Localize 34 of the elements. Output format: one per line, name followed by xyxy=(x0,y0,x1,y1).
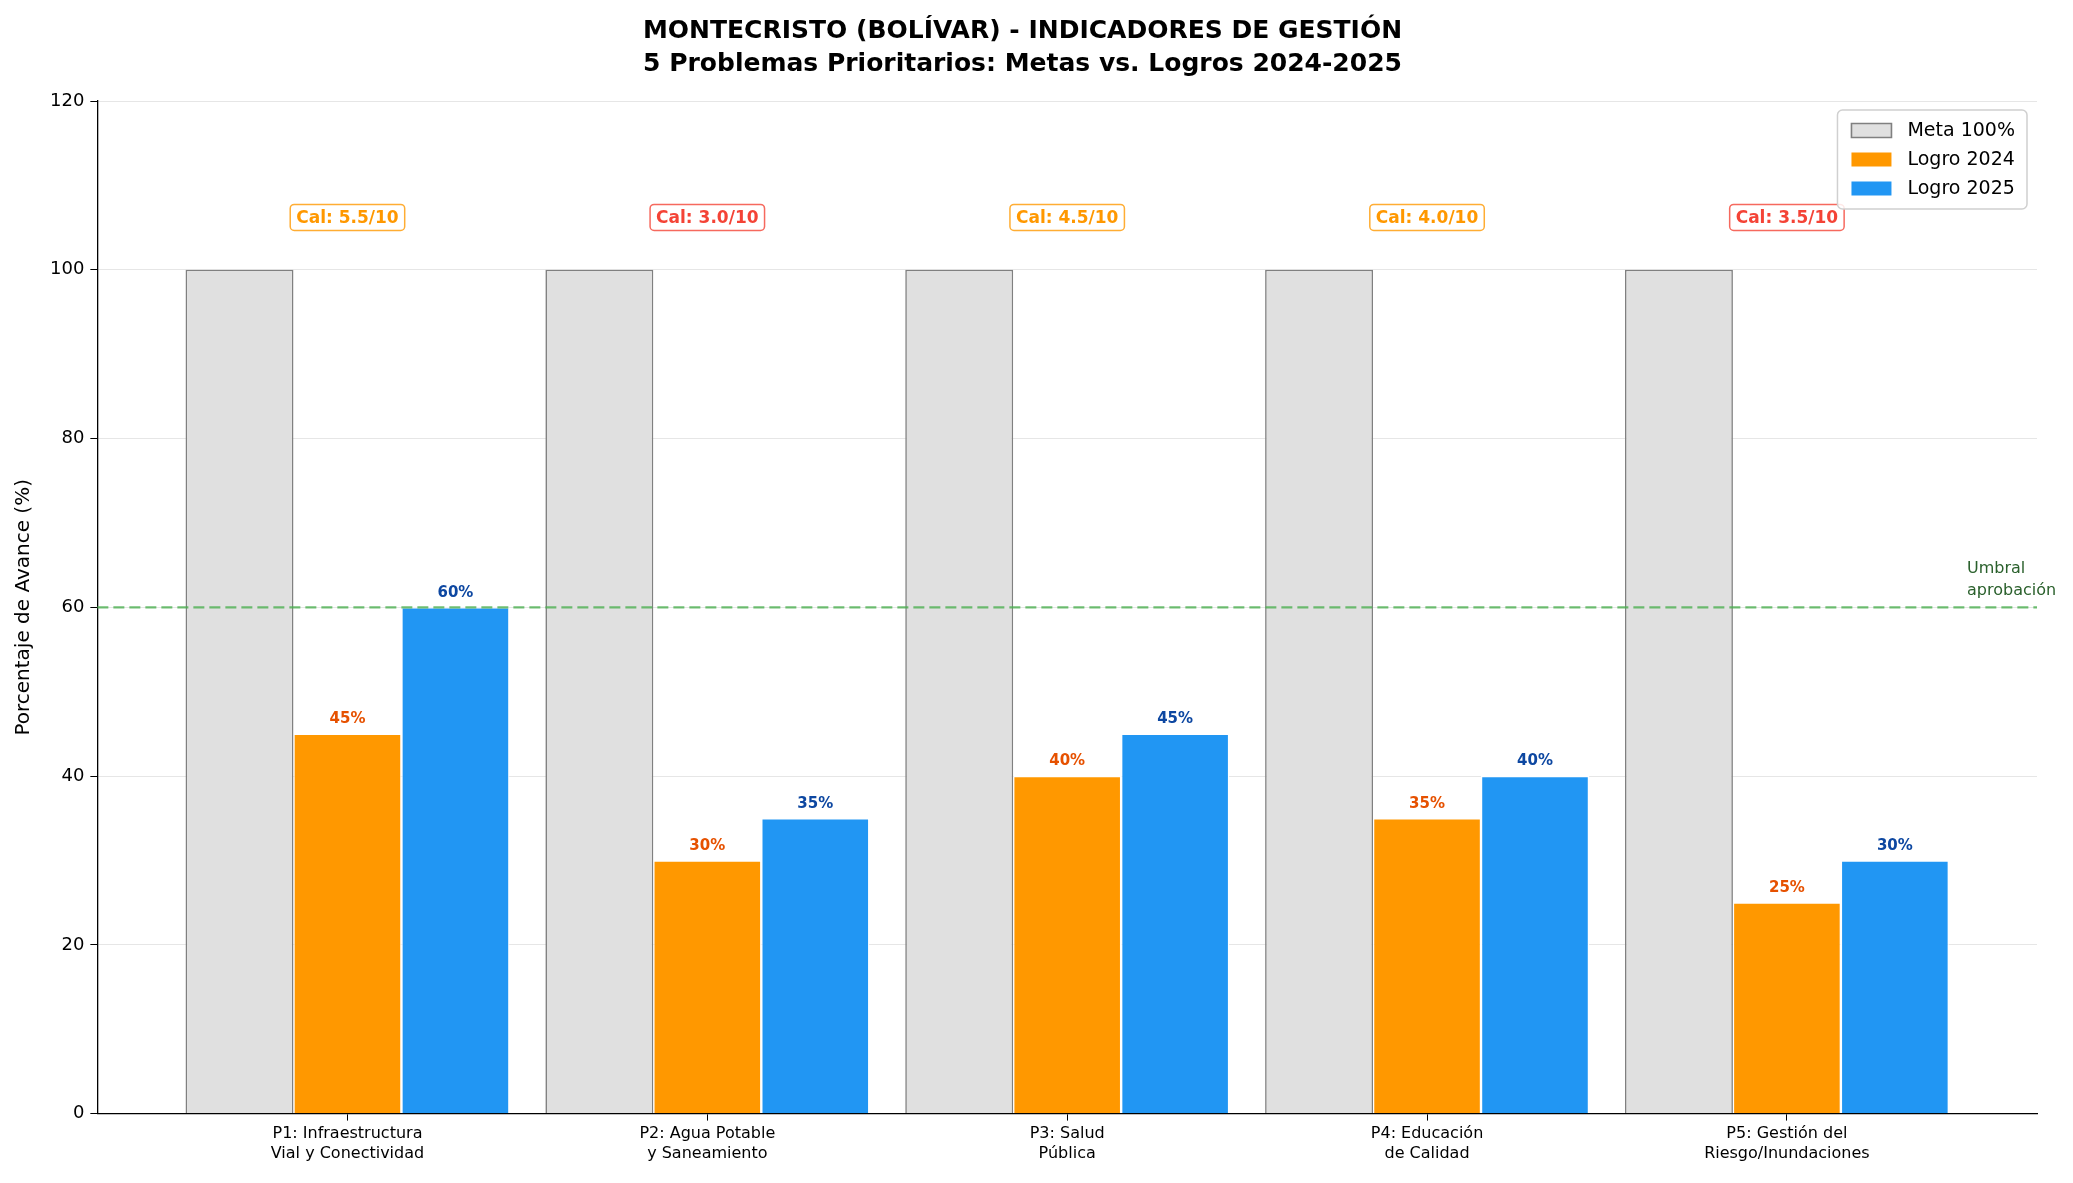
data-label: 30% xyxy=(689,835,726,854)
data-label: 35% xyxy=(797,793,834,812)
x-tick-label: P1: Infraestructura Vial y Conectividad xyxy=(270,1123,425,1162)
y-tick-label: 20 xyxy=(61,932,85,954)
annotation: Cal: 4.5/10 xyxy=(1015,206,1119,227)
x-tick-label: P5: Gestión del Riesgo/Inundaciones xyxy=(1704,1123,1870,1162)
annotation: Cal: 5.5/10 xyxy=(296,206,399,227)
data-label: 40% xyxy=(1049,751,1086,770)
annotation: Cal: 3.5/10 xyxy=(1735,206,1839,227)
x-tick-label: P3: Salud Pública xyxy=(1029,1123,1105,1162)
annotation: Cal: 4.0/10 xyxy=(1375,206,1479,227)
y-tick-label: 100 xyxy=(50,257,85,279)
legend-label: Logro 2025 xyxy=(1907,176,2015,199)
chart-title: MONTECRISTO (BOLÍVAR) - INDICADORES DE GESTIÓN xyxy=(642,13,1403,44)
legend-label: Meta 100% xyxy=(1907,118,2016,141)
y-axis-title: Porcentaje de Avance (%) xyxy=(10,479,35,736)
data-label: 60% xyxy=(437,582,474,601)
annotation: Cal: 3.0/10 xyxy=(656,206,759,227)
x-tick-label: P2: Agua Potable y Saneamiento xyxy=(639,1123,776,1162)
y-tick-label: 40 xyxy=(61,763,85,785)
y-tick-label: 80 xyxy=(61,426,85,448)
y-tick-label: 0 xyxy=(72,1101,85,1123)
ref-line-label: Umbral aprobación xyxy=(1967,558,2057,600)
x-tick-label: P4: Educación de Calidad xyxy=(1370,1123,1484,1162)
data-label: 30% xyxy=(1876,835,1913,854)
y-tick-label: 60 xyxy=(61,594,85,616)
data-label: 45% xyxy=(329,709,366,728)
data-label: 45% xyxy=(1157,709,1194,728)
chart-subtitle: 5 Problemas Prioritarios: Metas vs. Logros 2024-2025 xyxy=(643,47,1402,77)
data-label: 40% xyxy=(1517,751,1553,770)
legend-label: Logro 2024 xyxy=(1907,147,2015,170)
data-label: 25% xyxy=(1768,878,1805,897)
data-label: 35% xyxy=(1409,793,1445,812)
y-tick-label: 120 xyxy=(50,88,85,110)
